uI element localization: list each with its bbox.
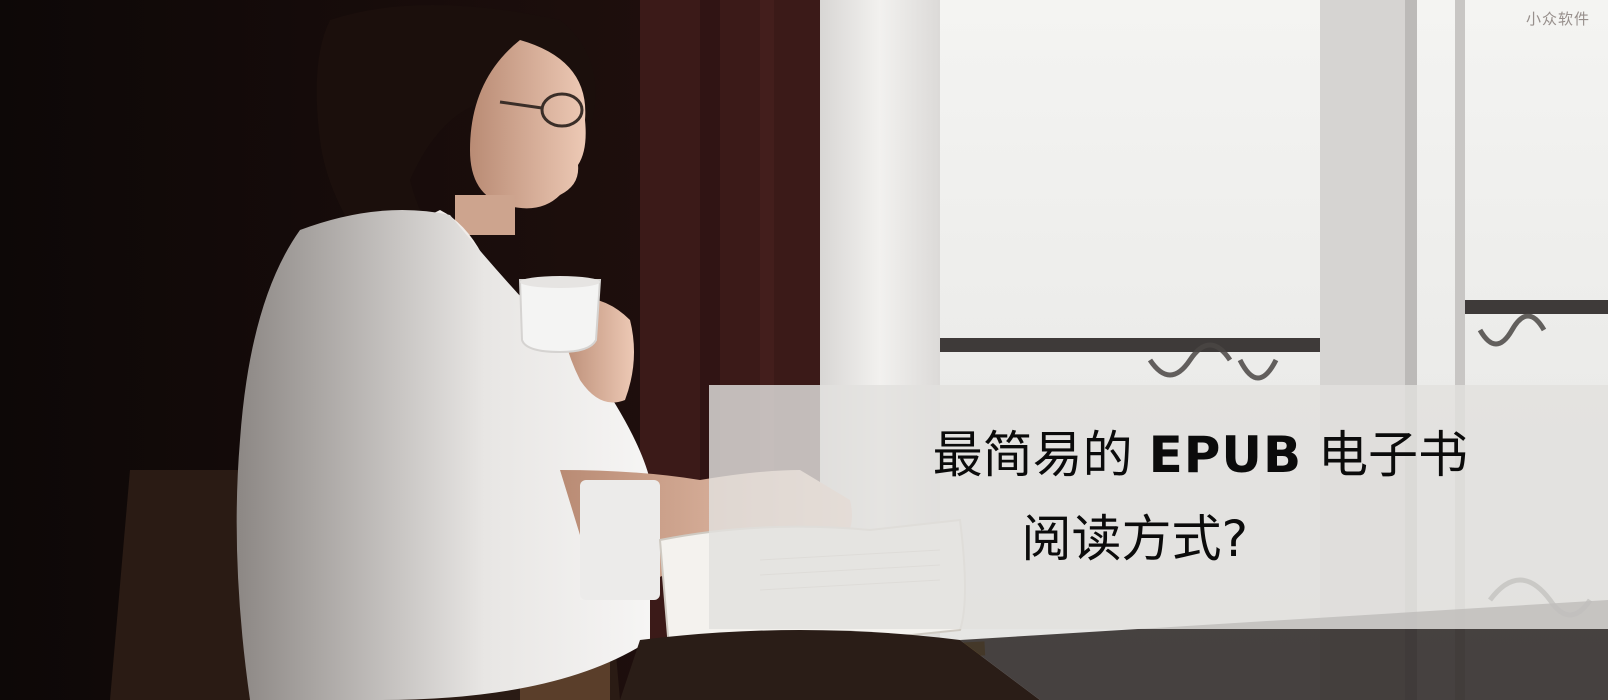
site-watermark: 小众软件 <box>1525 10 1590 28</box>
headline-suffix: 电子书 <box>1318 426 1468 484</box>
headline-line-2: 阅读方式? <box>1021 510 1248 568</box>
headline-line-1: 最简易的 EPUB 电子书 <box>933 425 1468 485</box>
headline-emphasis: EPUB <box>1148 426 1303 484</box>
coffee-cup <box>518 279 602 354</box>
headline-prefix: 最简易的 <box>932 426 1133 484</box>
headline-panel: 最简易的 EPUB 电子书 阅读方式? <box>709 385 1608 629</box>
balcony-railing <box>940 338 1320 352</box>
glasses <box>499 92 584 128</box>
face <box>470 40 586 209</box>
